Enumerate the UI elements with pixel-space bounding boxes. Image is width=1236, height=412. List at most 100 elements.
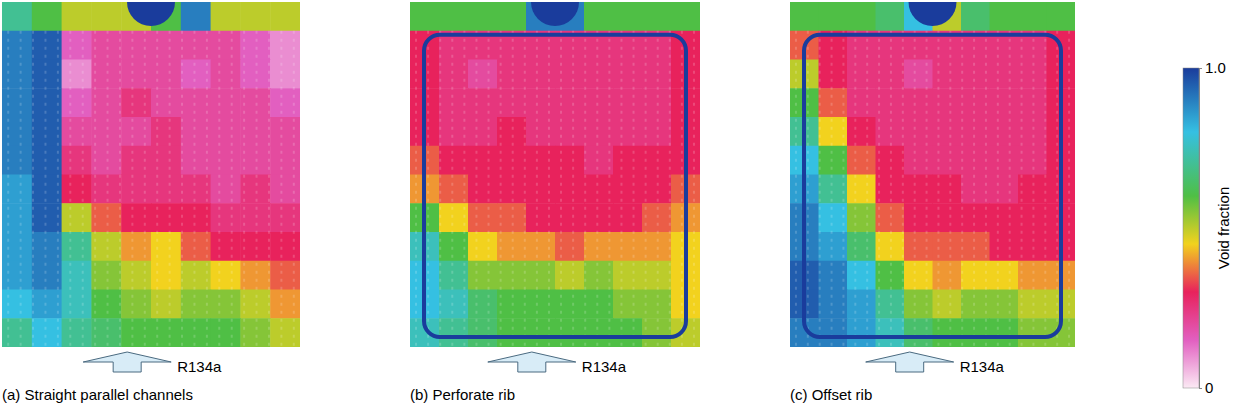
cell: [847, 261, 876, 290]
tick: 1.0: [1199, 59, 1226, 76]
texture: [293, 31, 295, 347]
texture: [842, 31, 844, 347]
cell: [933, 203, 962, 232]
cell: [961, 2, 990, 31]
inlet-label: R134a: [582, 358, 627, 375]
cell: [62, 2, 92, 31]
cell: [642, 318, 672, 347]
texture: [961, 31, 963, 347]
cell: [526, 203, 556, 232]
cell: [2, 290, 32, 319]
cell: [211, 261, 241, 290]
cell: [181, 2, 211, 31]
cell: [671, 2, 700, 31]
cell: [211, 31, 241, 60]
port: [127, 2, 175, 26]
cell: [211, 60, 241, 89]
tick-mark: [1199, 68, 1202, 69]
cell: [904, 175, 933, 204]
tick-mark: [1199, 388, 1202, 389]
cell: [121, 60, 151, 89]
texture: [985, 31, 987, 347]
heatmap: [790, 2, 1075, 347]
texture: [280, 31, 282, 347]
cell: [439, 2, 469, 31]
texture: [878, 31, 880, 347]
cell: [468, 261, 498, 290]
cell: [211, 290, 241, 319]
cell: [151, 31, 181, 60]
cell: [121, 203, 151, 232]
cell: [468, 203, 498, 232]
cell: [211, 88, 241, 117]
cell: [990, 318, 1019, 347]
cell: [961, 318, 990, 347]
texture: [633, 31, 635, 347]
cell: [555, 60, 585, 89]
cell: [933, 261, 962, 290]
cell: [613, 146, 643, 175]
texture: [131, 31, 133, 347]
panel: R134a (c) Offset rib: [790, 2, 1076, 403]
cell: [933, 318, 962, 347]
cell: [904, 232, 933, 261]
texture: [218, 31, 220, 347]
cell: [990, 203, 1019, 232]
cell: [526, 146, 556, 175]
cell: [62, 203, 92, 232]
tick-label: 1.0: [1205, 59, 1226, 76]
cell: [468, 146, 498, 175]
cell: [555, 232, 585, 261]
panel-title: (c) Offset rib: [790, 386, 872, 403]
cell: [904, 60, 933, 89]
texture: [7, 31, 9, 347]
cell: [468, 88, 498, 117]
texture: [584, 31, 586, 347]
cell: [211, 175, 241, 204]
texture: [669, 31, 671, 347]
texture: [645, 31, 647, 347]
cell: [904, 290, 933, 319]
heatmap: [2, 2, 300, 347]
cell: [1018, 2, 1047, 31]
tick: 0: [1199, 379, 1213, 396]
cell: [270, 203, 300, 232]
cell: [555, 88, 585, 117]
cell: [270, 146, 300, 175]
cell: [613, 175, 643, 204]
colorbar-ramp: [1183, 68, 1199, 388]
cell: [91, 2, 121, 31]
texture: [119, 31, 121, 347]
texture: [231, 31, 233, 347]
cell: [151, 318, 181, 347]
texture: [937, 31, 939, 347]
inlet-label: R134a: [960, 358, 1005, 375]
cell: [121, 117, 151, 146]
texture: [1009, 31, 1011, 347]
texture: [819, 31, 821, 347]
cell: [990, 261, 1019, 290]
rib-border: [424, 35, 686, 337]
cell: [990, 232, 1019, 261]
cell: [555, 146, 585, 175]
cell: [847, 203, 876, 232]
cell: [270, 31, 300, 60]
texture: [831, 31, 833, 347]
texture: [536, 31, 538, 347]
cell: [1018, 318, 1047, 347]
texture: [488, 31, 490, 347]
texture: [20, 31, 22, 347]
cell: [62, 88, 92, 117]
cell: [555, 203, 585, 232]
cell: [933, 175, 962, 204]
cell: [904, 261, 933, 290]
cell: [270, 2, 300, 31]
cell: [497, 318, 527, 347]
texture: [1032, 31, 1034, 347]
cell: [2, 318, 32, 347]
panel: R134a(a) Straight parallel channels: [2, 2, 301, 403]
cell: [32, 2, 62, 31]
texture: [500, 31, 502, 347]
cell: [62, 146, 92, 175]
cell: [270, 88, 300, 117]
